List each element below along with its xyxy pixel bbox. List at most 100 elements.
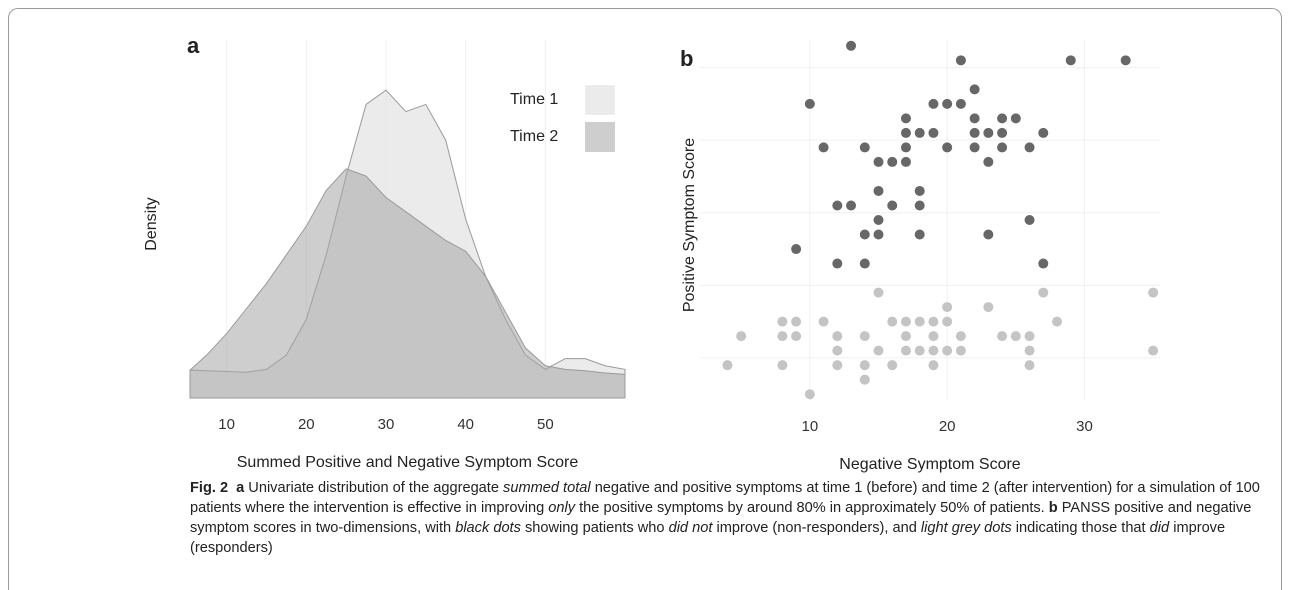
caption-segment: negative and positive symptoms at time 1… — [190, 480, 1260, 516]
scatter-point — [832, 360, 843, 371]
x-tick-label: 10 — [802, 418, 819, 435]
panel-label: b — [680, 46, 693, 71]
scatter-point — [1120, 55, 1131, 66]
scatter-point — [873, 345, 884, 356]
scatter-point — [900, 345, 911, 356]
scatter-point — [818, 142, 829, 153]
scatter-point — [832, 258, 843, 269]
scatter-point — [846, 40, 857, 51]
scatter-point — [832, 200, 843, 211]
caption-segment: a — [236, 480, 245, 496]
scatter-point — [887, 316, 898, 327]
scatter-point — [969, 113, 980, 124]
scatter-point — [791, 244, 802, 255]
scatter-point — [955, 98, 966, 109]
scatter-point — [777, 331, 788, 342]
scatter-point — [818, 316, 829, 327]
caption-segment: b — [1048, 500, 1058, 516]
scatter-point — [942, 98, 953, 109]
scatter-point — [914, 200, 925, 211]
scatter-point — [1010, 113, 1021, 124]
panel-label: a — [187, 33, 200, 58]
scatter-point — [983, 302, 994, 313]
caption-segment: Univariate distribution of the aggregate — [244, 480, 504, 496]
scatter-point — [997, 127, 1008, 138]
scatter-point — [873, 229, 884, 240]
scatter-point — [900, 142, 911, 153]
x-tick-label: 20 — [298, 416, 315, 433]
scatter-point — [1024, 360, 1035, 371]
scatter-point — [1024, 331, 1035, 342]
y-axis-title: Positive Symptom Score — [681, 138, 698, 312]
scatter-point — [997, 113, 1008, 124]
scatter-point — [873, 215, 884, 225]
density-area — [189, 168, 626, 399]
scatter-point — [1010, 331, 1021, 342]
scatter-point — [1052, 316, 1063, 327]
scatter-point — [900, 316, 911, 327]
scatter-point — [983, 127, 994, 138]
scatter-point — [804, 98, 815, 109]
scatter-point — [859, 229, 870, 240]
scatter-point — [942, 142, 953, 153]
x-tick-label: 50 — [537, 416, 554, 433]
scatter-point — [859, 142, 870, 153]
caption-segment: the positive symptoms by around 80% in a… — [575, 500, 1049, 516]
scatter-point — [900, 113, 911, 124]
scatter-point — [1148, 287, 1159, 298]
scatter-point — [928, 345, 939, 356]
caption-segment: did not — [668, 520, 713, 536]
caption-segment: summed total — [503, 480, 591, 496]
legend-swatch — [585, 85, 615, 115]
caption-segment: did — [1149, 520, 1170, 536]
x-tick-label: 30 — [1076, 418, 1093, 435]
caption-segment: only — [548, 500, 576, 516]
scatter-point — [928, 360, 939, 371]
scatter-point — [1024, 142, 1035, 153]
scatter-point — [887, 360, 898, 371]
scatter-point — [777, 316, 788, 327]
scatter-point — [983, 156, 994, 167]
scatter-point — [832, 331, 843, 342]
caption-segment: improve (responders) — [190, 520, 1226, 556]
figure-frame — [8, 8, 1282, 590]
x-tick-label: 30 — [378, 416, 395, 433]
figure-caption: Fig. 2 a Univariate distribution of the a… — [190, 478, 1270, 558]
scatter-point — [914, 229, 925, 240]
scatter-point — [777, 360, 788, 371]
scatter-point — [846, 200, 857, 211]
scatter-point — [804, 389, 815, 400]
scatter-point — [914, 345, 925, 356]
caption-segment: light grey dots — [920, 520, 1012, 536]
scatter-point — [955, 55, 966, 66]
scatter-point — [997, 331, 1008, 342]
scatter-point — [791, 316, 802, 327]
scatter-point — [969, 84, 980, 95]
caption-segment: Fig. 2 — [190, 480, 229, 496]
scatter-point — [928, 316, 939, 327]
scatter-point — [1024, 345, 1035, 356]
caption-segment: showing patients who — [520, 520, 669, 536]
x-tick-label: 40 — [457, 416, 474, 433]
scatter-point — [969, 142, 980, 153]
scatter-point — [955, 345, 966, 356]
scatter-point — [736, 331, 747, 342]
caption-segment: improve (non-responders), and — [712, 520, 921, 536]
scatter-point — [859, 360, 870, 371]
scatter-point — [914, 316, 925, 327]
scatter-point — [914, 185, 925, 196]
scatter-point — [942, 302, 953, 313]
scatter-point — [1148, 345, 1159, 356]
scatter-point — [791, 331, 802, 342]
scatter-point — [1038, 258, 1049, 269]
x-axis-title: Summed Positive and Negative Symptom Sco… — [237, 454, 579, 471]
scatter-point — [873, 185, 884, 196]
scatter-point — [900, 156, 911, 167]
scatter-point — [1024, 215, 1035, 225]
scatter-point — [997, 142, 1008, 153]
scatter-point — [928, 127, 939, 138]
scatter-point — [928, 98, 939, 109]
scatter-point — [928, 331, 939, 342]
scatter-point — [859, 258, 870, 269]
